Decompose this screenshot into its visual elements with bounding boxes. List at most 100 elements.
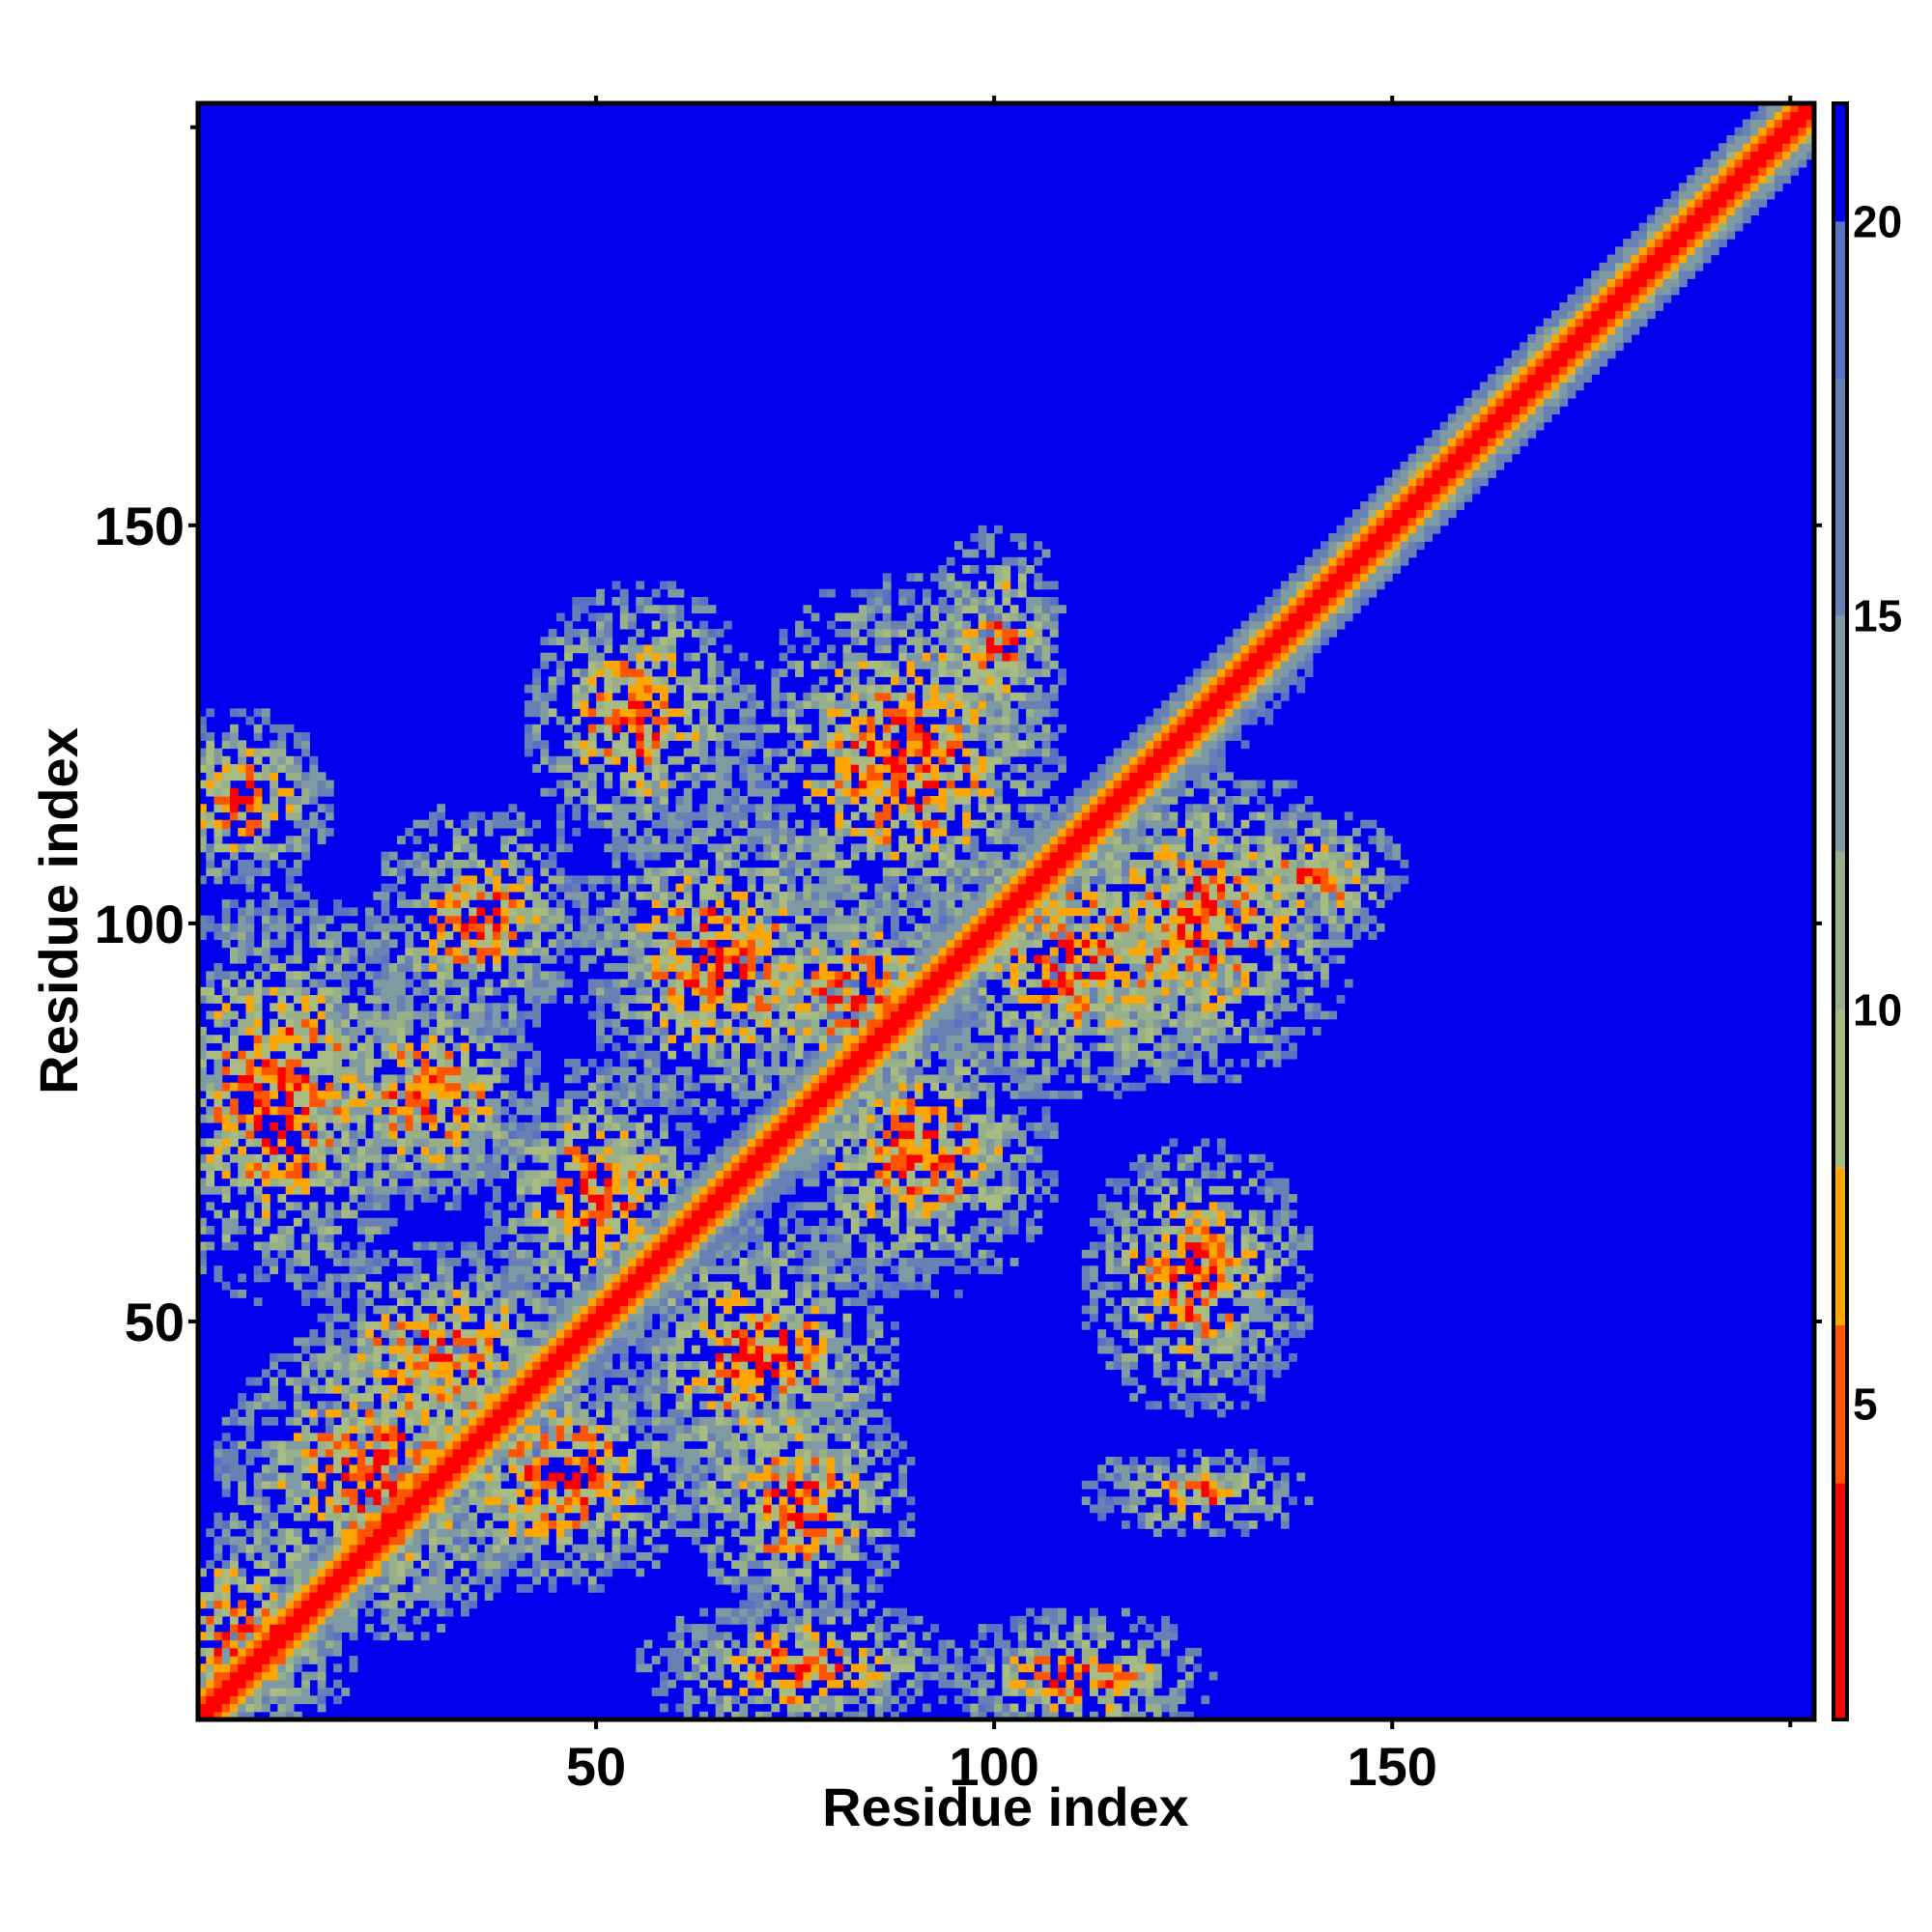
heatmap-cell <box>270 891 279 900</box>
heatmap-cell <box>484 1433 494 1442</box>
heatmap-cell <box>309 1416 319 1426</box>
heatmap-cell <box>238 1170 247 1179</box>
heatmap-cell <box>365 1035 374 1044</box>
heatmap-cell <box>580 780 589 789</box>
heatmap-cell <box>660 1074 668 1084</box>
heatmap-cell <box>675 1647 685 1657</box>
heatmap-cell <box>452 1170 462 1179</box>
heatmap-cell <box>699 1520 709 1529</box>
heatmap-cell <box>643 755 653 765</box>
heatmap-cell <box>460 1457 469 1465</box>
heatmap-cell <box>397 1512 406 1521</box>
heatmap-cell <box>381 971 390 980</box>
heatmap-cell <box>715 628 724 638</box>
heatmap-cell <box>301 1433 310 1442</box>
heatmap-cell <box>388 1393 398 1402</box>
heatmap-cell <box>548 939 557 949</box>
heatmap-cell <box>580 708 589 718</box>
heatmap-cell <box>492 1416 501 1426</box>
heatmap-cell <box>429 1528 438 1538</box>
heatmap-cell <box>238 1688 247 1696</box>
heatmap-cell <box>469 1377 478 1386</box>
heatmap-cell <box>420 1178 430 1187</box>
heatmap-cell <box>333 971 342 980</box>
heatmap-cell <box>500 1050 510 1060</box>
heatmap-cell <box>691 780 700 789</box>
heatmap-cell <box>460 1122 469 1131</box>
heatmap-cell <box>651 1560 661 1570</box>
heatmap-cell <box>381 891 390 900</box>
heatmap-cell <box>238 1066 247 1076</box>
heatmap-cell <box>643 1313 653 1322</box>
heatmap-cell <box>206 780 215 789</box>
heatmap-cell <box>198 1679 207 1689</box>
heatmap-cell <box>572 1281 582 1291</box>
heatmap-cell <box>333 1663 342 1673</box>
heatmap-cell <box>301 1297 310 1307</box>
heatmap-cell <box>444 1504 454 1514</box>
heatmap-cell <box>564 923 573 932</box>
heatmap-cell <box>660 891 668 900</box>
heatmap-cell <box>660 1185 668 1195</box>
heatmap-cell <box>238 1679 247 1689</box>
heatmap-cell <box>469 811 478 821</box>
heatmap-cell <box>301 1178 310 1187</box>
heatmap-cell <box>325 1536 334 1546</box>
heatmap-cell <box>412 1185 422 1195</box>
heatmap-cell <box>516 1520 526 1529</box>
heatmap-cell <box>548 692 557 701</box>
heatmap-cell <box>325 787 334 797</box>
heatmap-cell <box>341 1258 351 1266</box>
heatmap-cell <box>723 1656 732 1664</box>
heatmap-cell <box>341 1289 351 1298</box>
heatmap-cell <box>628 1377 637 1386</box>
heatmap-cell <box>668 780 677 789</box>
heatmap-cell <box>611 963 621 972</box>
heatmap-cell <box>301 1639 310 1649</box>
heatmap-cell <box>668 612 677 622</box>
heatmap-cell <box>555 1305 565 1315</box>
heatmap-cell <box>213 1576 223 1585</box>
heatmap-cell <box>373 1536 383 1546</box>
heatmap-cell <box>270 1106 279 1116</box>
heatmap-cell <box>285 883 295 893</box>
heatmap-cell <box>555 899 565 908</box>
heatmap-cell <box>285 1536 295 1546</box>
heatmap-cell <box>437 1321 446 1330</box>
heatmap-cell <box>356 1162 366 1171</box>
heatmap-cell <box>555 1369 565 1378</box>
heatmap-cell <box>643 1536 653 1546</box>
heatmap-cell <box>500 923 510 932</box>
heatmap-cell <box>437 1258 446 1266</box>
heatmap-cell <box>476 1003 486 1012</box>
heatmap-cell <box>532 1551 541 1561</box>
heatmap-cell <box>341 1472 351 1482</box>
heatmap-cell <box>516 883 526 893</box>
heatmap-cell <box>325 1607 334 1617</box>
heatmap-cell <box>540 1146 550 1155</box>
heatmap-cell <box>213 1035 223 1044</box>
heatmap-cell <box>293 811 302 821</box>
heatmap-cell <box>660 676 668 686</box>
heatmap-cell <box>668 684 677 694</box>
heatmap-cell <box>587 1520 597 1529</box>
heatmap-cell <box>373 1361 383 1370</box>
heatmap-cell <box>683 716 693 725</box>
heatmap-cell <box>508 1130 518 1139</box>
heatmap-cell <box>420 867 430 877</box>
heatmap-cell <box>596 875 605 885</box>
heatmap-cell <box>412 947 422 956</box>
heatmap-cell <box>261 1098 270 1108</box>
heatmap-cell <box>373 1337 383 1347</box>
heatmap-cell <box>564 1194 573 1203</box>
heatmap-cell <box>524 1408 533 1418</box>
heatmap-cell <box>675 1464 685 1474</box>
heatmap-cell <box>524 1138 533 1148</box>
heatmap-cell <box>707 891 717 900</box>
heatmap-cell <box>587 915 597 924</box>
heatmap-cell <box>476 947 486 956</box>
heatmap-cell <box>245 859 255 868</box>
heatmap-cell <box>508 1504 518 1514</box>
heatmap-cell <box>476 1528 486 1538</box>
